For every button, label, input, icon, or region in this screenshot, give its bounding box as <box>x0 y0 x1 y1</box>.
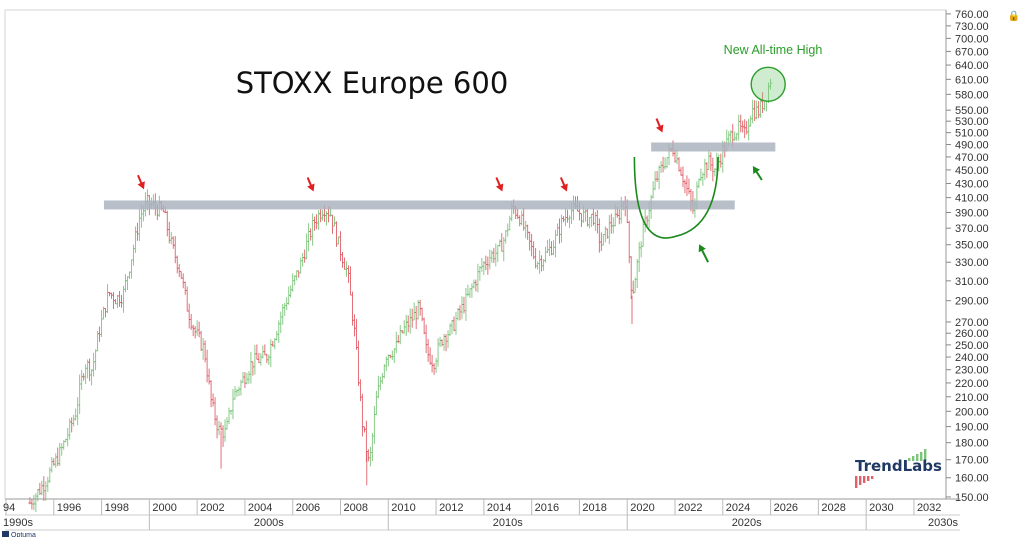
y-tick-label: 580.00 <box>955 89 989 101</box>
y-tick-label: 700.00 <box>955 33 989 45</box>
arrow-head <box>656 124 664 133</box>
arrow-head <box>560 183 568 192</box>
x-tick-label: 2026 <box>774 502 798 514</box>
decade-label: 2030s <box>928 517 958 529</box>
y-tick-label: 240.00 <box>955 352 989 364</box>
lock-icon[interactable]: 🔒 <box>1008 10 1020 22</box>
svg-text:TrendLabs: TrendLabs <box>855 457 942 475</box>
y-tick-label: 150.00 <box>955 492 989 504</box>
y-tick-label: 170.00 <box>955 455 989 467</box>
y-tick-label: 160.00 <box>955 473 989 485</box>
annotation-arrows <box>137 118 763 263</box>
logo-bar-green <box>924 449 927 461</box>
y-tick-label: 730.00 <box>955 21 989 33</box>
y-tick-label: 490.00 <box>955 140 989 152</box>
y-tick-label: 640.00 <box>955 60 989 72</box>
y-tick-label: 760.00 <box>955 9 989 21</box>
arrow-head <box>307 183 315 192</box>
logo-bar-green <box>916 454 919 461</box>
arrow-head <box>137 181 145 190</box>
y-tick-label: 350.00 <box>955 240 989 252</box>
y-tick-label: 330.00 <box>955 257 989 269</box>
x-tick-label: 2018 <box>582 502 606 514</box>
arrow-head <box>752 165 761 175</box>
y-tick-label: 530.00 <box>955 116 989 128</box>
x-tick-label: 2022 <box>678 502 702 514</box>
y-tick-label: 270.00 <box>955 317 989 329</box>
decade-label: 1990s <box>3 517 33 529</box>
y-tick-label: 200.00 <box>955 406 989 418</box>
x-tick-label: 2020 <box>630 502 654 514</box>
trendlabs-logo: TrendLabs <box>855 449 942 488</box>
logo-bar-green <box>912 456 915 461</box>
all-time-high-circle <box>750 66 786 102</box>
x-tick-label: 2010 <box>391 502 415 514</box>
y-tick-label: 230.00 <box>955 365 989 377</box>
x-tick-label: 1998 <box>105 502 129 514</box>
y-tick-label: 610.00 <box>955 74 989 86</box>
resistance-level <box>651 142 776 152</box>
price-bars <box>28 78 773 513</box>
y-tick-label: 510.00 <box>955 128 989 140</box>
x-tick-label: 2000 <box>152 502 176 514</box>
arrow-head <box>495 183 504 192</box>
x-tick-label: 94 <box>3 502 15 514</box>
y-tick-label: 190.00 <box>955 422 989 434</box>
decade-label: 2020s <box>732 517 762 529</box>
x-tick-label: 2004 <box>248 502 272 514</box>
y-tick-label: 550.00 <box>955 105 989 117</box>
cup-pattern-arc <box>633 156 719 239</box>
decade-label: 2010s <box>493 517 523 529</box>
y-tick-label: 220.00 <box>955 378 989 390</box>
x-tick-label: 2002 <box>200 502 224 514</box>
logo-bar-red <box>855 476 858 488</box>
x-tick-label: 2016 <box>535 502 559 514</box>
x-tick-label: 2012 <box>439 502 463 514</box>
optuma-label: Optuma <box>11 532 36 537</box>
decade-label: 2000s <box>254 517 284 529</box>
y-tick-label: 390.00 <box>955 208 989 220</box>
optuma-icon <box>2 531 9 537</box>
ath-annotation: New All-time High <box>724 43 823 57</box>
y-tick-label: 310.00 <box>955 276 989 288</box>
decade-axis: 1990s 2000s 2010s 2020s 2030s <box>3 515 958 530</box>
chart-title: STOXX Europe 600 <box>236 66 509 100</box>
y-tick-label: 290.00 <box>955 296 989 308</box>
x-tick-label: 2008 <box>344 502 368 514</box>
x-axis: 94 1996 1998 2000 2002 2004 2006 2008 2010 2012 20… <box>3 499 941 515</box>
logo-bar-red <box>867 476 870 481</box>
y-tick-label: 430.00 <box>955 178 989 190</box>
y-tick-label: 670.00 <box>955 46 989 58</box>
x-tick-label: 2024 <box>726 502 750 514</box>
y-tick-label: 410.00 <box>955 193 989 205</box>
y-tick-label: 370.00 <box>955 223 989 235</box>
x-tick-label: 2014 <box>487 502 511 514</box>
y-tick-label: 250.00 <box>955 340 989 352</box>
logo-bar-green <box>908 458 911 461</box>
resistance-level <box>103 200 735 210</box>
x-tick-label: 1996 <box>57 502 81 514</box>
y-tick-label: 260.00 <box>955 328 989 340</box>
logo-bar-red <box>859 476 862 485</box>
arrow-head <box>698 244 706 253</box>
y-tick-label: 180.00 <box>955 438 989 450</box>
x-tick-label: 2032 <box>917 502 941 514</box>
y-tick-label: 450.00 <box>955 165 989 177</box>
x-tick-label: 2028 <box>821 502 845 514</box>
support-resistance-levels <box>103 142 776 210</box>
x-tick-label: 2030 <box>869 502 893 514</box>
x-tick-label: 2006 <box>296 502 320 514</box>
logo-bar-red <box>871 476 874 479</box>
logo-bar-green <box>920 452 923 461</box>
y-tick-label: 210.00 <box>955 392 989 404</box>
logo-bar-red <box>863 476 866 483</box>
y-tick-label: 470.00 <box>955 152 989 164</box>
